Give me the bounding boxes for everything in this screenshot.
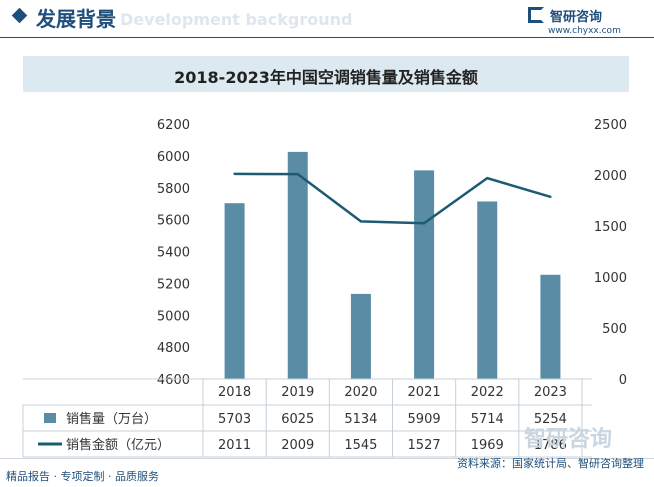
table-value: 2009 <box>281 438 314 453</box>
bar-2019 <box>287 151 308 379</box>
bar-2021 <box>414 170 435 379</box>
y-left-tick-label: 5000 <box>157 309 190 324</box>
table-value: 1969 <box>471 438 504 453</box>
y-left-tick-label: 4600 <box>157 373 190 388</box>
logo-url: www.chyxx.com <box>548 26 621 36</box>
line-point-2020 <box>359 220 363 223</box>
line-point-2023 <box>549 195 552 199</box>
chart-title-panel: 2018-2023年中国空调销售量及销售金额 <box>23 56 629 92</box>
y-right-tick-label: 0 <box>619 373 627 388</box>
table-value: 5703 <box>218 412 251 427</box>
line-point-2022 <box>486 176 489 180</box>
x-tick-label: 2023 <box>534 385 567 400</box>
line-point-2019 <box>296 172 299 176</box>
y-left-tick-label: 4800 <box>157 341 190 356</box>
y-left-tick-label: 5400 <box>157 246 190 261</box>
legend-key-bar <box>44 413 56 423</box>
table-value: 1786 <box>534 438 567 453</box>
table-value: 2011 <box>218 438 251 453</box>
footer-source: 资料来源：国家统计局、智研咨询整理 <box>457 457 644 470</box>
table-value: 1545 <box>344 438 377 453</box>
watermark-logo-text: 智研咨询 <box>524 426 612 452</box>
line-series-amount <box>234 172 551 225</box>
header-rule <box>0 37 654 38</box>
section-watermark: Development background <box>120 10 353 29</box>
y-right-tick-label: 2000 <box>594 169 627 184</box>
table-value: 5909 <box>408 412 441 427</box>
y-left-tick-label: 5800 <box>157 182 190 197</box>
line-point-2018 <box>233 172 236 176</box>
footer-rule <box>0 458 654 459</box>
y-left-tick-label: 6000 <box>157 150 190 165</box>
table-value: 5254 <box>534 412 567 427</box>
bar-2023 <box>540 274 561 379</box>
legend-label: 销售量（万台） <box>66 411 157 427</box>
legend-label: 销售金额（亿元） <box>66 437 170 453</box>
y-right-tick-label: 1000 <box>594 271 627 286</box>
table-value: 6025 <box>281 412 314 427</box>
y-right-tick-label: 2500 <box>594 118 627 133</box>
header: 发展背景 Development background <box>0 0 654 38</box>
x-tick-label: 2021 <box>408 385 441 400</box>
logo-icon <box>528 7 544 23</box>
bar-2020 <box>350 293 371 379</box>
table-value: 5714 <box>471 412 504 427</box>
table-value: 5134 <box>344 412 377 427</box>
x-tick-label: 2022 <box>471 385 504 400</box>
bar-2018 <box>224 203 245 379</box>
section-title: 发展背景 <box>36 7 116 31</box>
y-right-tick-label: 500 <box>602 322 627 337</box>
bar-2022 <box>477 201 498 379</box>
x-tick-label: 2019 <box>281 385 314 400</box>
x-tick-label: 2020 <box>344 385 377 400</box>
logo-name: 智研咨询 <box>550 10 603 25</box>
line-point-2021 <box>422 222 426 225</box>
footer-slogan: 精品报告 · 专项定制 · 品质服务 <box>6 470 159 483</box>
chart-title: 2018-2023年中国空调销售量及销售金额 <box>174 68 478 87</box>
y-left-tick-label: 5200 <box>157 277 190 292</box>
y-left-tick-label: 5600 <box>157 214 190 229</box>
y-right-tick-label: 1500 <box>594 220 627 235</box>
table-value: 1527 <box>408 438 441 453</box>
x-tick-label: 2018 <box>218 385 251 400</box>
brand-logo: 智研咨询 www.chyxx.com <box>528 4 638 38</box>
y-left-tick-label: 6200 <box>157 118 190 133</box>
